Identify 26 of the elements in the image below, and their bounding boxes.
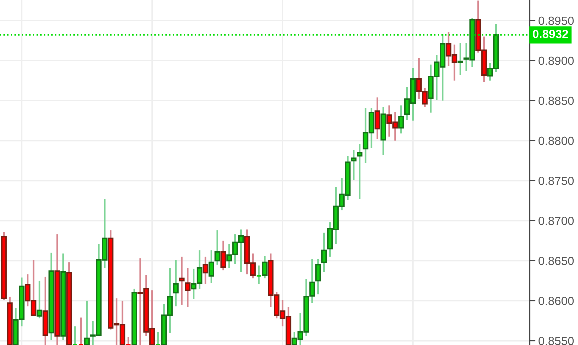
candlestick — [374, 96, 380, 140]
y-tick-label: 0.8950 — [538, 16, 574, 26]
y-tick-label: 0.8650 — [538, 256, 574, 266]
candlestick — [351, 150, 357, 181]
candlestick — [398, 104, 404, 135]
y-tick-label: 0.8850 — [538, 96, 574, 106]
candlestick — [458, 42, 464, 76]
candlestick — [316, 258, 322, 296]
candlestick — [179, 256, 185, 306]
ref-line-label: 0.8932 — [533, 30, 568, 38]
y-tick-label: 0.8600 — [538, 297, 574, 306]
y-tick-label: 0.8550 — [538, 337, 574, 345]
candlestick — [173, 259, 179, 308]
candlestick — [214, 230, 220, 266]
y-tick-label: 0.8750 — [538, 176, 574, 186]
y-tick-label: 0.8900 — [538, 56, 574, 66]
candlestick — [220, 240, 226, 272]
candlestick — [208, 250, 214, 284]
candlestick — [357, 143, 363, 200]
candlestick — [202, 256, 209, 285]
y-tick-label: 0.8700 — [538, 216, 574, 226]
y-tick-label: 0.8800 — [538, 136, 574, 146]
candlestick — [36, 280, 43, 320]
candlestick — [84, 300, 90, 345]
candlestick — [185, 267, 191, 308]
candlestick — [321, 232, 328, 273]
